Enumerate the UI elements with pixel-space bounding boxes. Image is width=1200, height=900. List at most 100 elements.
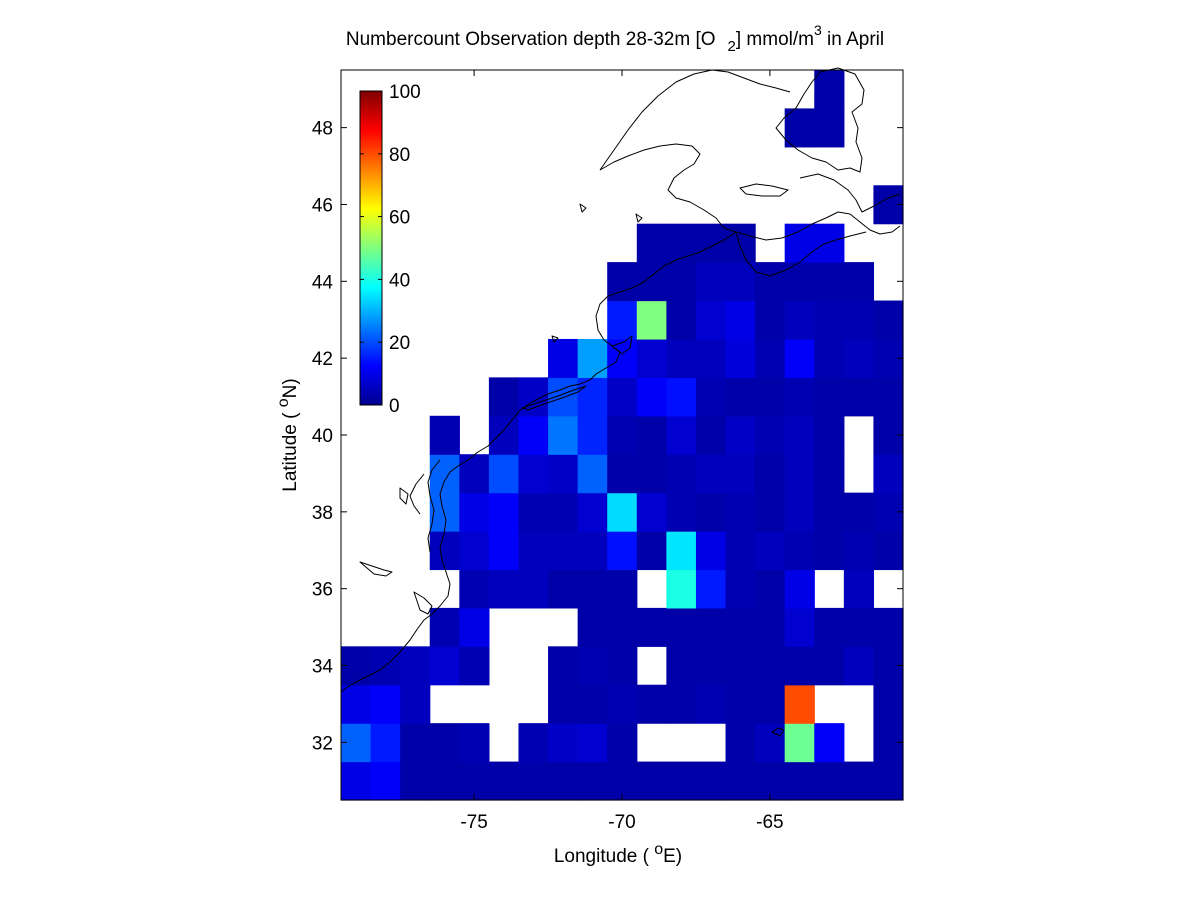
heatmap-cell bbox=[873, 300, 904, 340]
colorbar-tick-label: 20 bbox=[389, 333, 410, 354]
heatmap-cell bbox=[814, 646, 845, 686]
heatmap-cell bbox=[459, 531, 490, 571]
heatmap-cell bbox=[429, 646, 460, 686]
heatmap-cell bbox=[843, 646, 875, 686]
heatmap-cell bbox=[636, 607, 667, 647]
heatmap-cell bbox=[607, 492, 638, 532]
heatmap-cell bbox=[666, 761, 697, 801]
heatmap-cell bbox=[429, 607, 460, 647]
heatmap-cell bbox=[548, 338, 579, 378]
heatmap-cell bbox=[636, 415, 667, 455]
heatmap-cell bbox=[370, 684, 401, 724]
heatmap-cell bbox=[666, 223, 697, 263]
heatmap-cell bbox=[814, 415, 845, 455]
heatmap-cell bbox=[725, 607, 756, 647]
heatmap-cell bbox=[370, 761, 401, 801]
heatmap-cell bbox=[488, 454, 520, 494]
heatmap-cell bbox=[666, 262, 697, 302]
heatmap-cell bbox=[695, 300, 727, 340]
heatmap-cell bbox=[666, 338, 697, 378]
heatmap-cell bbox=[518, 723, 549, 763]
heatmap-cell bbox=[755, 569, 786, 609]
heatmap-cell bbox=[370, 723, 401, 763]
heatmap-cell bbox=[459, 646, 490, 686]
heatmap-cell bbox=[784, 492, 815, 532]
y-tick-label: 44 bbox=[312, 272, 334, 293]
y-tick-label: 40 bbox=[312, 426, 333, 447]
map-title: Numbercount Observation depth 28-32m [O 2… bbox=[346, 22, 884, 55]
heatmap-cell bbox=[695, 569, 727, 609]
heatmap-cell bbox=[607, 531, 638, 571]
colorbar: 0 20 40 60 80 100 bbox=[359, 82, 421, 417]
y-tick-label: 42 bbox=[312, 349, 333, 370]
heatmap-cell bbox=[814, 223, 845, 263]
heatmap-cell bbox=[784, 454, 815, 494]
heatmap-cell bbox=[873, 607, 904, 647]
colorbar-tick-label: 60 bbox=[389, 208, 410, 229]
heatmap-cell bbox=[636, 684, 667, 724]
heatmap-cell bbox=[725, 684, 756, 724]
heatmap-cell bbox=[488, 569, 520, 609]
heatmap-cell bbox=[784, 377, 815, 417]
heatmap-cell bbox=[873, 377, 904, 417]
heatmap-cell bbox=[666, 492, 697, 532]
heatmap-cell bbox=[636, 531, 667, 571]
heatmap-cell bbox=[755, 415, 786, 455]
heatmap-cell bbox=[548, 569, 579, 609]
heatmap-cell bbox=[784, 569, 815, 609]
heatmap-cell bbox=[518, 454, 549, 494]
heatmap-cell bbox=[843, 338, 875, 378]
heatmap-cell bbox=[843, 492, 875, 532]
y-tick-label: 36 bbox=[312, 580, 333, 601]
heatmap-cell bbox=[784, 300, 815, 340]
heatmap-cell bbox=[695, 415, 727, 455]
x-axis-label: Longitude ( oE) bbox=[554, 841, 682, 867]
x-tick-label: -75 bbox=[460, 812, 487, 833]
heatmap-cell bbox=[607, 300, 638, 340]
heatmap-cell bbox=[518, 492, 549, 532]
heatmap-cell bbox=[814, 723, 845, 763]
heatmap-cell bbox=[814, 262, 845, 302]
heatmap-cell bbox=[666, 607, 697, 647]
heatmap-cell bbox=[814, 108, 845, 148]
heatmap-cell bbox=[459, 723, 490, 763]
heatmap-cell bbox=[814, 70, 845, 110]
heatmap-cell bbox=[784, 338, 815, 378]
heatmap-cell bbox=[577, 569, 608, 609]
colorbar-tick-label: 80 bbox=[389, 145, 410, 166]
heatmap-cell bbox=[755, 454, 786, 494]
heatmap-cell bbox=[636, 300, 667, 340]
heatmap-cell bbox=[400, 723, 431, 763]
heatmap-cell bbox=[725, 569, 756, 609]
heatmap-cell bbox=[577, 723, 608, 763]
heatmap-cell bbox=[429, 415, 460, 455]
heatmap-cell bbox=[695, 531, 727, 571]
heatmap-cell bbox=[607, 684, 638, 724]
heatmap-cell bbox=[488, 531, 520, 571]
heatmap-cell bbox=[814, 338, 845, 378]
heatmap-cell bbox=[695, 761, 727, 801]
heatmap-cell bbox=[725, 338, 756, 378]
heatmap-cell bbox=[755, 723, 786, 763]
heatmap-cell bbox=[784, 223, 815, 263]
heatmap-cell bbox=[341, 684, 372, 724]
colorbar-tick-label: 0 bbox=[389, 396, 400, 417]
plot-area: -75 -70 -65 32 34 36 38 40 42 44 46 48 bbox=[312, 67, 904, 833]
heatmap-cell bbox=[814, 300, 845, 340]
y-tick-label: 32 bbox=[312, 733, 333, 754]
heatmap-cell bbox=[755, 646, 786, 686]
heatmap-cell bbox=[607, 338, 638, 378]
heatmap-cell bbox=[666, 454, 697, 494]
heatmap-cell bbox=[784, 646, 815, 686]
heatmap-cell bbox=[725, 262, 756, 302]
heatmap-cell bbox=[695, 223, 727, 263]
heatmap-cell bbox=[400, 684, 431, 724]
heatmap-cell bbox=[548, 492, 579, 532]
heatmap-cell bbox=[666, 531, 697, 571]
heatmap-cell bbox=[784, 761, 815, 801]
heatmap-cell bbox=[666, 377, 697, 417]
heatmap-cell bbox=[577, 684, 608, 724]
heatmap-cell bbox=[400, 646, 431, 686]
heatmap-cell bbox=[548, 761, 579, 801]
heatmap-cell bbox=[548, 531, 579, 571]
